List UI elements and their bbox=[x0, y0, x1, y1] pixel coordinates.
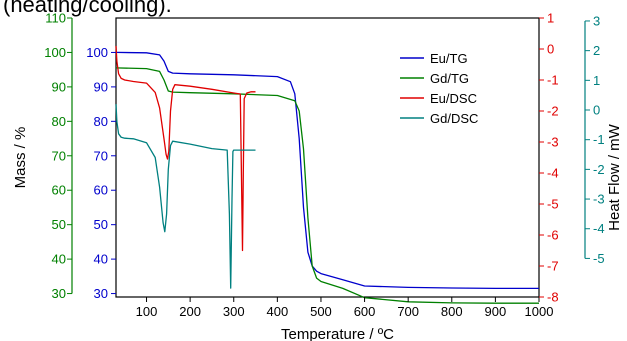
x-tick-label-600: 600 bbox=[354, 304, 376, 319]
y-axis-mass-blue-tick-label-0: 30 bbox=[94, 286, 108, 301]
y-axis-mass-green: 30 40 50 60 70 80 90 100 110 bbox=[44, 11, 73, 301]
y-axis-mass-green-tick-label-6: 90 bbox=[52, 79, 66, 94]
series-group bbox=[115, 45, 539, 304]
y-axis-heat-red-tick-label-8: -7 bbox=[547, 259, 559, 274]
y-axis-heat-red-tick-label-0: 1 bbox=[547, 11, 554, 26]
series-line-gd-dsc bbox=[115, 104, 256, 289]
y-axis-mass-blue-tick-label-6: 90 bbox=[94, 79, 108, 94]
x-tick-label-500: 500 bbox=[310, 304, 332, 319]
y-axis-mass-blue: 30 40 50 60 70 80 90 100 bbox=[86, 45, 116, 301]
y-axis-heat-red-tick-label-7: -6 bbox=[547, 228, 559, 243]
y-axis-mass-blue-tick-label-5: 80 bbox=[94, 114, 108, 129]
y-axis-title-heat-flow: Heat Flow / mW bbox=[606, 123, 623, 231]
x-axis-title: Temperature / ºC bbox=[281, 326, 394, 341]
y-axis-heat-red-tick-label-2: -1 bbox=[547, 73, 559, 88]
legend-label-gd-dsc: Gd/DSC bbox=[430, 111, 478, 126]
y-axis-heat-teal: 3 2 1 0 -1 -2 -3 -4 -5 bbox=[584, 13, 605, 266]
x-tick-label-400: 400 bbox=[266, 304, 288, 319]
x-tick-label-1000: 1000 bbox=[525, 304, 554, 319]
y-axis-heat-red-tick-label-3: -2 bbox=[547, 104, 559, 119]
axes-group: 100 200 300 400 500 600 700 800 900 1000Temperatu… bbox=[12, 11, 623, 341]
y-axis-mass-blue-tick-label-2: 50 bbox=[94, 217, 108, 232]
y-axis-heat-red-tick-label-1: 0 bbox=[547, 42, 554, 57]
y-axis-mass-green-tick-label-8: 110 bbox=[45, 11, 66, 26]
y-axis-heat-red-tick-label-5: -4 bbox=[547, 166, 559, 181]
legend-label-eu-dsc: Eu/DSC bbox=[430, 91, 477, 106]
y-axis-mass-green-tick-label-1: 40 bbox=[52, 252, 66, 267]
y-axis-heat-teal-tick-label-6: -3 bbox=[593, 192, 605, 207]
plot-frame bbox=[115, 17, 540, 298]
y-axis-heat-red-tick-label-6: -5 bbox=[547, 197, 559, 212]
y-axis-mass-blue-tick-label-1: 40 bbox=[94, 252, 108, 267]
legend-label-eu-tg: Eu/TG bbox=[430, 51, 468, 66]
series-line-eu-dsc bbox=[115, 45, 256, 252]
y-axis-mass-green-tick-label-7: 100 bbox=[44, 45, 66, 60]
x-tick-label-200: 200 bbox=[179, 304, 201, 319]
plot-frame-rect bbox=[115, 17, 540, 298]
y-axis-heat-teal-tick-label-1: 2 bbox=[593, 43, 600, 58]
y-axis-heat-teal-tick-label-5: -2 bbox=[593, 162, 605, 177]
y-axis-heat-teal-tick-label-7: -4 bbox=[593, 221, 605, 236]
series-line-eu-tg bbox=[115, 51, 539, 290]
caption-fragment: (heating/cooling). bbox=[3, 0, 172, 17]
y-axis-heat-red-tick-label-9: -8 bbox=[547, 290, 559, 305]
y-axis-mass-blue-tick-label-3: 60 bbox=[94, 183, 108, 198]
y-axis-mass-green-tick-label-4: 70 bbox=[52, 148, 66, 163]
y-axis-mass-green-tick-label-2: 50 bbox=[52, 217, 66, 232]
y-axis-heat-red-tick-label-4: -3 bbox=[547, 135, 559, 150]
y-axis-mass-green-tick-label-0: 30 bbox=[52, 286, 66, 301]
y-axis-heat-teal-tick-label-0: 3 bbox=[593, 13, 600, 28]
y-axis-heat-teal-tick-label-2: 1 bbox=[593, 73, 600, 88]
y-axis-heat-teal-tick-label-4: -1 bbox=[593, 132, 605, 147]
y-axis-mass-green-tick-label-5: 80 bbox=[52, 114, 66, 129]
y-axis-mass-blue-tick-label-7: 100 bbox=[86, 45, 108, 60]
legend: Eu/TG Gd/TG Eu/DSC Gd/DSC bbox=[400, 51, 478, 126]
legend-label-gd-tg: Gd/TG bbox=[430, 71, 469, 86]
x-tick-label-300: 300 bbox=[223, 304, 245, 319]
y-axis-heat-teal-tick-label-8: -5 bbox=[593, 251, 605, 266]
x-tick-label-700: 700 bbox=[397, 304, 419, 319]
series-line-gd-tg bbox=[115, 67, 539, 304]
y-axis-title-mass: Mass / % bbox=[12, 127, 29, 189]
x-tick-label-900: 900 bbox=[485, 304, 507, 319]
y-axis-heat-teal-tick-label-3: 0 bbox=[593, 103, 600, 118]
y-axis-heat-red: 1 0 -1 -2 -3 -4 -5 -6 -7 -8 bbox=[539, 11, 559, 305]
x-tick-label-100: 100 bbox=[136, 304, 158, 319]
x-tick-label-800: 800 bbox=[441, 304, 463, 319]
y-axis-mass-green-tick-label-3: 60 bbox=[52, 183, 66, 198]
y-axis-mass-blue-tick-label-4: 70 bbox=[94, 148, 108, 163]
